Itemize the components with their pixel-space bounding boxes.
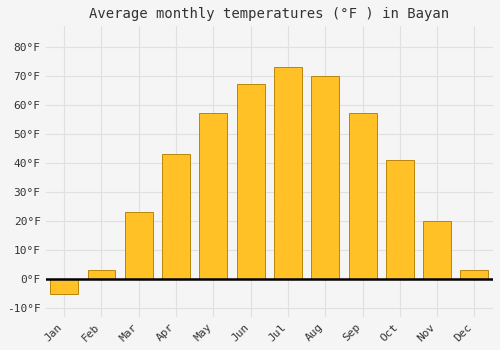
Bar [162,154,190,279]
Bar [460,270,488,279]
Bar [125,212,153,279]
Bar [386,160,414,279]
Bar [88,270,116,279]
Title: Average monthly temperatures (°F ) in Bayan: Average monthly temperatures (°F ) in Ba… [89,7,450,21]
Bar [274,67,302,279]
Bar [312,76,339,279]
Bar [236,84,264,279]
Bar [50,279,78,294]
Bar [423,221,451,279]
Bar [348,113,376,279]
Bar [200,113,228,279]
